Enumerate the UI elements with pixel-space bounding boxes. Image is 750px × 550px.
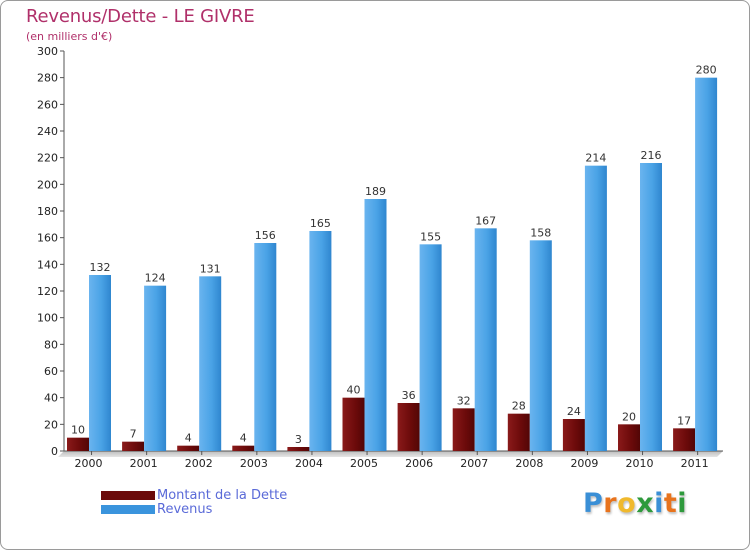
x-tick-label: 2001 [130, 457, 158, 470]
x-tick-label: 2008 [515, 457, 543, 470]
data-label-revenus: 165 [310, 217, 331, 230]
data-label-revenus: 132 [90, 261, 111, 274]
bar-dette [507, 413, 530, 451]
data-label-revenus: 158 [530, 226, 551, 239]
bar-dette [562, 419, 585, 451]
bar-revenus [695, 77, 718, 452]
x-tick-label: 2007 [460, 457, 488, 470]
data-label-revenus: 189 [365, 185, 386, 198]
y-tick-label: 140 [37, 258, 58, 271]
data-label-dette: 20 [622, 410, 636, 423]
bar-dette [287, 447, 310, 451]
y-tick-label: 300 [37, 45, 58, 58]
y-tick-label: 20 [44, 418, 58, 431]
y-tick-label: 200 [37, 178, 58, 191]
bar-revenus [309, 231, 332, 451]
data-label-revenus: 280 [696, 64, 717, 77]
chart-title: Revenus/Dette - LE GIVRE [26, 6, 255, 27]
bar-revenus [144, 285, 167, 451]
plot-floor [58, 451, 723, 457]
x-tick-label: 2000 [75, 457, 103, 470]
proxiti-logo: Proxiti [583, 488, 687, 519]
y-tick-label: 0 [51, 445, 58, 458]
data-label-dette: 4 [240, 432, 247, 445]
bars [67, 77, 718, 452]
bar-revenus [640, 163, 662, 451]
bar-revenus [254, 243, 277, 451]
data-labels: 10 132 7 124 4 131 4 156 3 165 40 189 36 155 32 167 28 15… [71, 64, 717, 446]
bar-dette [177, 445, 200, 451]
data-label-revenus: 156 [255, 229, 276, 242]
legend-label-debt: Montant de la Dette [157, 487, 288, 503]
logo-letter: i [677, 488, 688, 519]
data-label-dette: 32 [457, 394, 471, 407]
data-label-revenus: 214 [585, 152, 606, 165]
x-tick-label: 2002 [185, 457, 213, 470]
legend-item-revenue: Revenus [101, 501, 212, 517]
data-label-dette: 3 [295, 433, 302, 446]
bar-revenus [474, 228, 497, 451]
legend-swatch-debt [101, 490, 155, 500]
legend-item-debt: Montant de la Dette [101, 487, 287, 503]
legend-swatch-revenue [101, 504, 155, 514]
x-tick-label: 2004 [295, 457, 323, 470]
data-label-dette: 17 [677, 414, 691, 427]
bar-dette [452, 408, 475, 451]
bar-dette [67, 437, 89, 451]
data-label-dette: 28 [512, 400, 526, 413]
data-label-dette: 4 [185, 432, 192, 445]
y-tick-label: 160 [37, 232, 58, 245]
bar-dette [232, 445, 255, 451]
bar-revenus [199, 276, 222, 451]
y-tick-label: 100 [37, 312, 58, 325]
y-tick-label: 120 [37, 285, 58, 298]
legend-label-revenue: Revenus [157, 501, 213, 517]
y-tick-label: 220 [37, 152, 58, 165]
data-label-dette: 10 [71, 424, 85, 437]
logo-letter: x [636, 488, 655, 519]
y-tick-label: 60 [44, 365, 58, 378]
logo-letter: P [583, 488, 604, 519]
logo-letter: r [603, 488, 618, 519]
bar-revenus [419, 244, 442, 451]
data-label-revenus: 216 [641, 149, 662, 162]
bar-dette [673, 428, 696, 451]
data-label-dette: 24 [567, 405, 581, 418]
bar-revenus [89, 275, 111, 451]
y-tick-label: 180 [37, 205, 58, 218]
bar-dette [618, 424, 640, 451]
bar-revenus [529, 240, 552, 451]
data-label-dette: 40 [347, 384, 361, 397]
bar-dette [397, 403, 420, 451]
y-tick-label: 40 [44, 392, 58, 405]
bar-revenus [364, 199, 387, 451]
y-tick-label: 240 [37, 125, 58, 138]
x-tick-label: 2010 [626, 457, 654, 470]
data-label-dette: 36 [402, 389, 416, 402]
data-label-revenus: 167 [475, 214, 496, 227]
y-tick-label: 80 [44, 338, 58, 351]
axes: 0204060801001201401601802002202402602803… [37, 45, 723, 470]
bar-revenus [584, 165, 607, 451]
logo-letter: i [654, 488, 664, 519]
bar-dette [122, 441, 145, 451]
y-tick-label: 280 [37, 72, 58, 85]
x-tick-label: 2006 [405, 457, 433, 470]
x-tick-label: 2003 [240, 457, 268, 470]
data-label-revenus: 131 [200, 262, 221, 275]
x-tick-label: 2005 [350, 457, 378, 470]
x-tick-label: 2011 [681, 457, 709, 470]
data-label-revenus: 124 [145, 272, 166, 285]
data-label-dette: 7 [130, 428, 137, 441]
logo-letter: t [663, 488, 678, 519]
data-label-revenus: 155 [420, 230, 441, 243]
y-tick-label: 260 [37, 98, 58, 111]
logo-letter: o [617, 488, 637, 519]
chart-subtitle: (en milliers d'€) [26, 30, 113, 43]
bar-dette [342, 397, 365, 451]
x-tick-label: 2009 [570, 457, 598, 470]
